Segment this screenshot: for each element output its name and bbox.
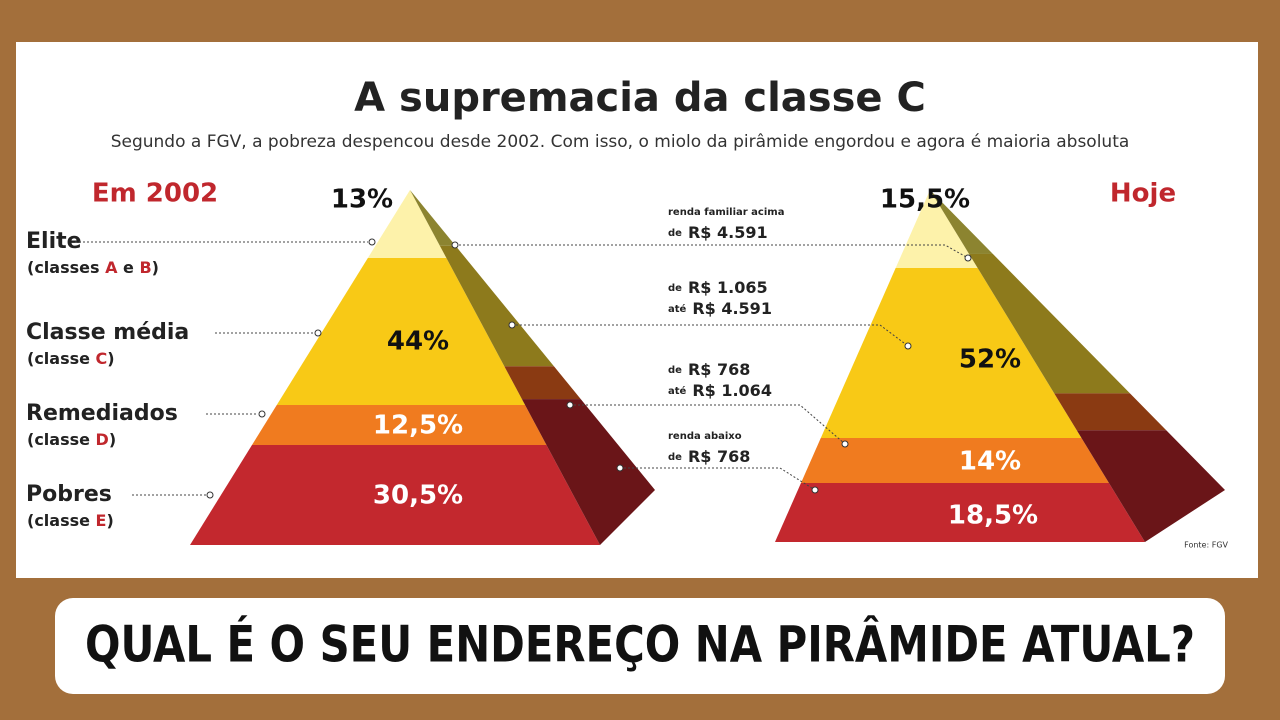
note-part: C — [96, 349, 108, 368]
note-part: D — [96, 430, 109, 449]
income: até R$ 1.064 — [668, 381, 772, 400]
income-part: R$ 4.591 — [688, 223, 768, 242]
label: 44% — [387, 327, 449, 357]
label: Elite — [26, 229, 82, 254]
income: de R$ 768 — [668, 447, 750, 466]
label: 15,5% — [880, 185, 970, 215]
income-part: de — [668, 452, 682, 463]
class-note: (classe C) — [27, 349, 115, 368]
class-note: (classe E) — [27, 511, 114, 530]
income-part: R$ 1.065 — [688, 278, 768, 297]
note-part: B — [139, 258, 151, 277]
label: Classe média — [26, 320, 189, 345]
note-part: (classe — [27, 511, 96, 530]
income-part: renda familiar acima — [668, 207, 784, 218]
label: Pobres — [26, 482, 112, 507]
leader — [512, 324, 909, 347]
income-part: até — [668, 385, 687, 397]
note-part: E — [96, 511, 107, 530]
class-note: (classes A e B) — [27, 258, 159, 277]
layer — [775, 483, 1145, 542]
label: 13% — [331, 185, 393, 215]
label: 18,5% — [948, 501, 1038, 531]
leader-dot — [811, 486, 819, 494]
note-part: e — [117, 258, 139, 277]
label: 14% — [959, 447, 1021, 477]
layer — [190, 445, 600, 545]
label: 12,5% — [373, 411, 463, 441]
leader-dot — [508, 321, 516, 329]
leader-dot — [368, 238, 376, 246]
note-part: ) — [109, 430, 116, 449]
note-part: (classes — [27, 258, 105, 277]
leader — [455, 244, 969, 259]
class-note: (classe D) — [27, 430, 116, 449]
note-part: ) — [106, 511, 113, 530]
income-part: R$ 768 — [688, 360, 750, 379]
leader-dot — [314, 329, 322, 337]
title: A supremacia da classe C — [354, 75, 926, 121]
layer — [775, 438, 1145, 483]
leader — [570, 404, 846, 445]
banner: QUAL É O SEU ENDEREÇO NA PIRÂMIDE ATUAL? — [85, 615, 1195, 674]
banner-box — [55, 598, 1225, 694]
income-part: R$ 768 — [688, 447, 750, 466]
label: 30,5% — [373, 481, 463, 511]
note-part: ) — [107, 349, 114, 368]
leader-dot — [451, 241, 459, 249]
leader-dot — [616, 464, 624, 472]
leader-dot — [206, 491, 214, 499]
income: de R$ 4.591 — [668, 223, 768, 242]
leader-dot — [904, 342, 912, 350]
note-part: A — [105, 258, 118, 277]
label: 52% — [959, 345, 1021, 375]
note-part: (classe — [27, 349, 96, 368]
income: renda familiar acima — [668, 207, 784, 218]
heading-right: Hoje — [1110, 179, 1176, 209]
note-part: (classe — [27, 430, 96, 449]
income: até R$ 4.591 — [668, 299, 772, 318]
leader-dot — [258, 410, 266, 418]
income-part: até — [668, 303, 687, 315]
heading-left: Em 2002 — [92, 179, 218, 209]
leader-dot — [841, 440, 849, 448]
source: Fonte: FGV — [1184, 541, 1228, 550]
income-part: de — [668, 228, 682, 239]
income-part: de — [668, 283, 682, 294]
leader-dot — [964, 254, 972, 262]
label: Remediados — [26, 401, 178, 426]
leader — [620, 467, 816, 491]
income: de R$ 1.065 — [668, 278, 768, 297]
subtitle: Segundo a FGV, a pobreza despencou desde… — [111, 132, 1130, 152]
leader-dot — [566, 401, 574, 409]
income-part: renda abaixo — [668, 431, 742, 442]
note-part: ) — [152, 258, 159, 277]
income-part: de — [668, 365, 682, 376]
income: de R$ 768 — [668, 360, 750, 379]
income-part: R$ 4.591 — [692, 299, 772, 318]
income: renda abaixo — [668, 431, 742, 442]
income-part: R$ 1.064 — [692, 381, 772, 400]
